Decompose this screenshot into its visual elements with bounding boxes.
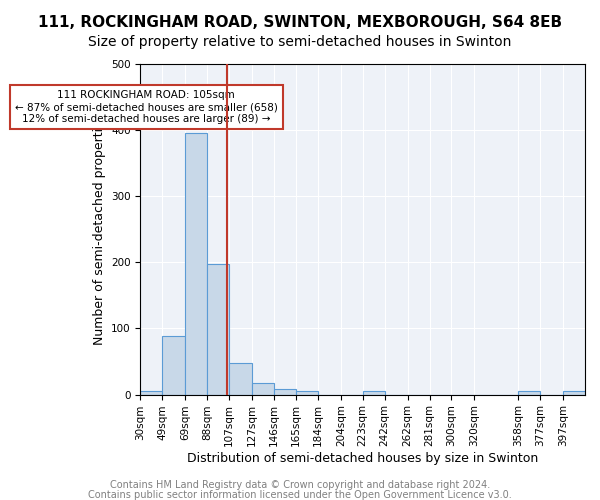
- X-axis label: Distribution of semi-detached houses by size in Swinton: Distribution of semi-detached houses by …: [187, 452, 538, 465]
- Bar: [162, 336, 185, 394]
- Y-axis label: Number of semi-detached properties: Number of semi-detached properties: [92, 114, 106, 345]
- Text: Contains HM Land Registry data © Crown copyright and database right 2024.: Contains HM Land Registry data © Crown c…: [110, 480, 490, 490]
- Bar: [274, 388, 296, 394]
- Bar: [518, 392, 540, 394]
- Text: Size of property relative to semi-detached houses in Swinton: Size of property relative to semi-detach…: [88, 35, 512, 49]
- Text: 111 ROCKINGHAM ROAD: 105sqm
← 87% of semi-detached houses are smaller (658)
12% : 111 ROCKINGHAM ROAD: 105sqm ← 87% of sem…: [15, 90, 278, 124]
- Bar: [296, 392, 318, 394]
- Bar: [207, 264, 229, 394]
- Text: Contains public sector information licensed under the Open Government Licence v3: Contains public sector information licen…: [88, 490, 512, 500]
- Bar: [363, 392, 385, 394]
- Bar: [229, 363, 252, 394]
- Bar: [140, 392, 162, 394]
- Bar: [185, 133, 207, 394]
- Bar: [563, 392, 585, 394]
- Bar: [252, 382, 274, 394]
- Text: 111, ROCKINGHAM ROAD, SWINTON, MEXBOROUGH, S64 8EB: 111, ROCKINGHAM ROAD, SWINTON, MEXBOROUG…: [38, 15, 562, 30]
